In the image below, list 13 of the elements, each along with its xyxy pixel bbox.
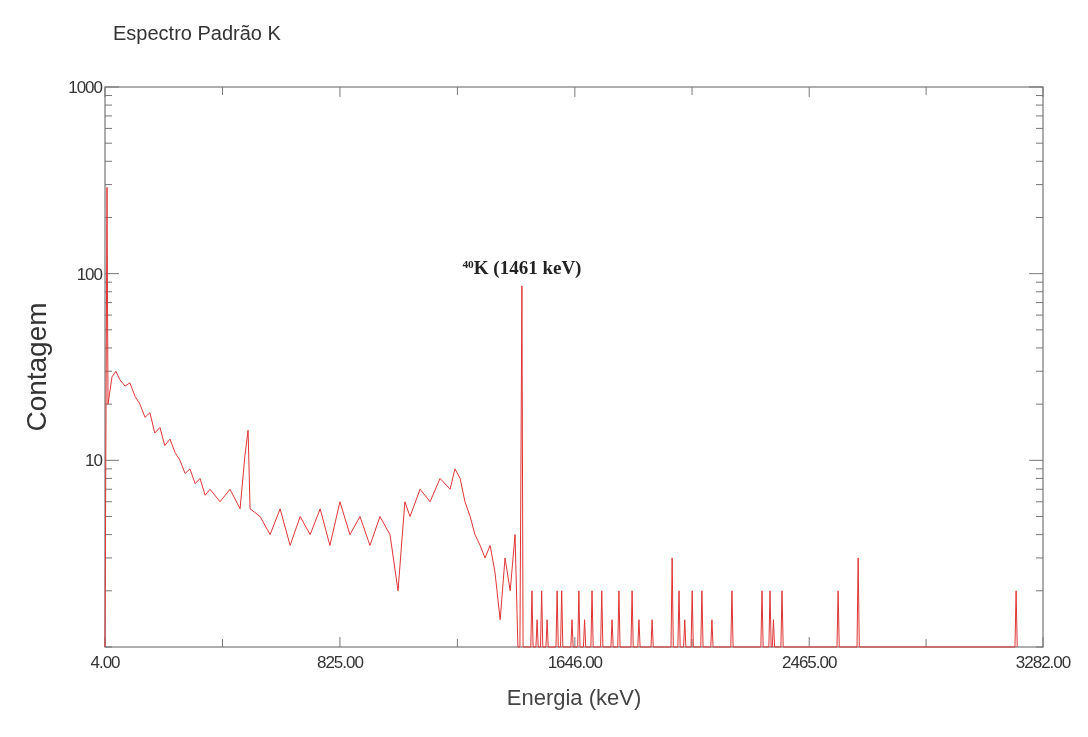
x-tick-label: 2465.00	[781, 653, 837, 672]
line-series	[104, 186, 1018, 648]
y-tick-label: 100	[76, 264, 103, 284]
x-tick-label: 1646.00	[547, 653, 603, 672]
x-axis-title: Energia (keV)	[506, 685, 642, 710]
y-tick-label: 10	[85, 451, 103, 471]
x-tick-label: 3282.00	[1015, 653, 1071, 672]
chart-title: Espectro Padrão K	[113, 22, 282, 44]
annotation: $^{40}$K (1461 keV)	[462, 256, 582, 279]
x-tick-label: 825.00	[316, 653, 364, 672]
y-axis-title: Contagem	[21, 302, 52, 432]
y-tick-label: 1000	[68, 78, 103, 97]
x-tick-label: 4.00	[90, 653, 121, 672]
